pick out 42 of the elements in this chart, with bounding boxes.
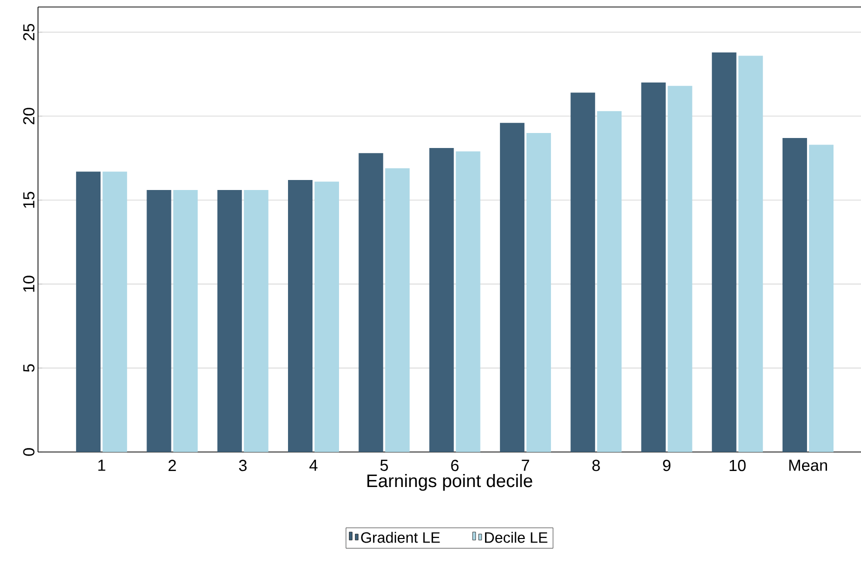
x-tick-label: Mean: [789, 460, 827, 471]
bar: [809, 144, 834, 452]
bar: [597, 111, 622, 452]
x-tick-label: 6: [451, 460, 459, 472]
x-tick-label: 2: [168, 460, 176, 471]
x-tick-label: 10: [730, 460, 746, 472]
y-tick-label: 25: [23, 24, 34, 40]
y-tick-label: 15: [23, 192, 34, 208]
bar: [173, 190, 198, 452]
bar: [668, 86, 692, 452]
bar: [314, 182, 340, 452]
x-tick-label: 9: [663, 460, 670, 472]
x-tick-label: 5: [380, 460, 388, 471]
bar: [738, 56, 763, 452]
legend-label: Decile LE: [485, 532, 548, 543]
x-tick-label: 3: [239, 460, 247, 472]
bar: [244, 190, 268, 452]
bar: [76, 172, 101, 452]
bar: [217, 190, 242, 452]
bar: [358, 153, 384, 452]
y-tick-label: 0: [23, 448, 34, 456]
bar: [641, 82, 666, 452]
x-tick-label: 8: [592, 460, 600, 472]
x-axis-title: Earnings point decile: [367, 474, 532, 491]
y-tick-label: 20: [23, 108, 34, 124]
y-tick-label: 10: [23, 276, 34, 292]
bar: [456, 151, 480, 452]
legend-label: Gradient LE: [361, 532, 440, 543]
bar: [712, 52, 736, 452]
x-tick-label: 7: [522, 460, 530, 471]
bar: [782, 138, 808, 452]
bar: [146, 190, 172, 452]
bar: [500, 122, 524, 452]
bar: [526, 132, 551, 452]
bar: [102, 172, 128, 452]
y-tick-label: 5: [23, 364, 34, 372]
x-tick-label: 1: [98, 460, 106, 471]
bar: [288, 180, 313, 452]
bar: [429, 148, 454, 452]
bar: [570, 92, 596, 452]
x-tick-label: 4: [309, 460, 318, 471]
bar: [385, 168, 410, 452]
